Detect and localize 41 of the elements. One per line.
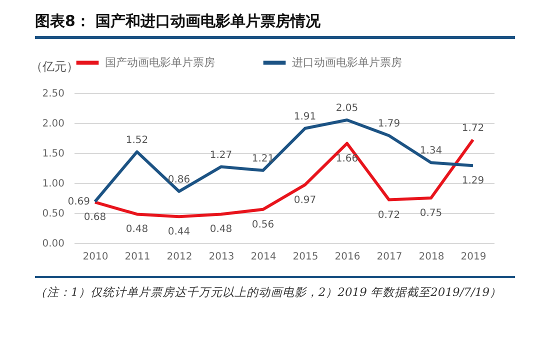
data-label: 0.72 bbox=[378, 210, 400, 221]
data-label: 0.48 bbox=[126, 224, 148, 236]
data-label: 0.86 bbox=[168, 174, 190, 186]
data-label: 1.66 bbox=[336, 153, 358, 164]
data-label: 0.48 bbox=[210, 224, 232, 236]
y-axis-title: （亿元） bbox=[30, 60, 78, 74]
x-tick-label: 2013 bbox=[208, 252, 234, 262]
x-tick-label: 2014 bbox=[250, 252, 276, 262]
data-label: 1.34 bbox=[420, 146, 442, 157]
text: （注：1）仅统计单片票房达千万元以上的动画电影，2）2019 年数据截至2019/7/19） bbox=[35, 284, 503, 301]
x-tick-label: 2015 bbox=[292, 252, 318, 262]
x-tick-label: 2018 bbox=[418, 252, 444, 262]
y-tick-label: 2.00 bbox=[42, 118, 64, 130]
legend-label: 进口动画电影单片票房 bbox=[292, 56, 402, 69]
data-label: 2.05 bbox=[336, 103, 358, 114]
y-tick-label: 0.50 bbox=[42, 208, 64, 220]
data-label: 1.27 bbox=[210, 150, 232, 161]
data-label: 0.69 bbox=[68, 196, 90, 208]
x-tick-label: 2011 bbox=[124, 252, 150, 262]
legend-label: 国产动画电影单片票房 bbox=[105, 56, 215, 69]
data-label: 1.29 bbox=[462, 176, 484, 187]
x-tick-label: 2019 bbox=[460, 252, 486, 262]
data-label: 0.97 bbox=[294, 194, 316, 206]
x-tick-label: 2012 bbox=[166, 252, 192, 262]
data-label: 1.21 bbox=[252, 153, 274, 164]
data-label: 1.79 bbox=[378, 118, 400, 130]
data-label: 1.91 bbox=[294, 111, 316, 122]
x-tick-label: 2010 bbox=[82, 252, 108, 262]
y-tick-label: 1.00 bbox=[42, 178, 64, 190]
data-label: 0.44 bbox=[168, 226, 190, 238]
y-tick-label: 1.50 bbox=[42, 148, 64, 160]
data-label: 1.52 bbox=[126, 134, 148, 146]
x-tick-label: 2016 bbox=[334, 252, 360, 262]
data-label: 0.75 bbox=[420, 208, 442, 219]
data-label: 1.72 bbox=[462, 122, 484, 134]
y-tick-label: 0.00 bbox=[42, 238, 64, 250]
data-label: 0.68 bbox=[84, 212, 106, 224]
chart-title: 图表8： 国产和进口动画电影单片票房情况 bbox=[35, 12, 322, 31]
x-tick-label: 2017 bbox=[376, 252, 402, 262]
data-label: 0.56 bbox=[252, 219, 274, 230]
y-tick-label: 2.50 bbox=[42, 88, 64, 100]
